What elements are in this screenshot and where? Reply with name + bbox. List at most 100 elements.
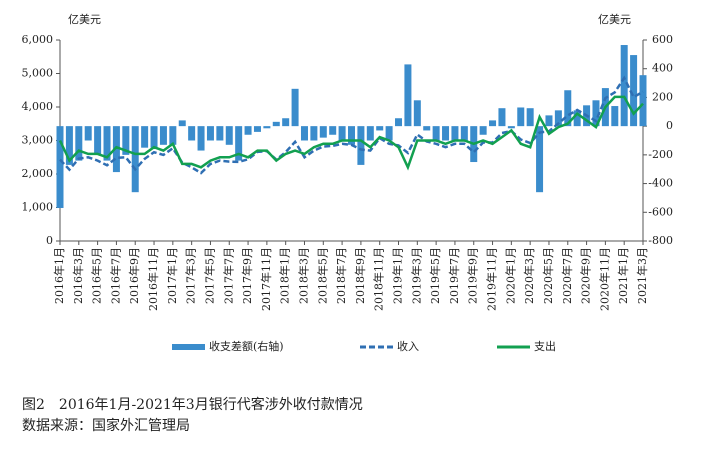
y2-tick-label: 600 bbox=[652, 33, 673, 46]
line bbox=[58, 95, 644, 171]
bar bbox=[122, 126, 130, 155]
bar bbox=[526, 108, 534, 127]
bar bbox=[159, 126, 167, 145]
bar bbox=[517, 107, 525, 127]
x-tick-label: 2019年1月 bbox=[391, 247, 405, 304]
x-tick-label: 2018年3月 bbox=[296, 247, 310, 304]
x-tick-label: 2017年9月 bbox=[240, 247, 254, 304]
x-tick-label: 2016年7月 bbox=[108, 247, 122, 304]
bar bbox=[56, 126, 64, 208]
x-tick-label: 2018年7月 bbox=[334, 247, 348, 304]
bar bbox=[536, 126, 544, 193]
bar bbox=[329, 126, 337, 135]
x-tick-label: 2019年7月 bbox=[447, 247, 461, 304]
bar bbox=[291, 88, 299, 127]
x-tick-label: 2017年11月 bbox=[259, 247, 273, 311]
bar bbox=[564, 90, 572, 127]
bar bbox=[554, 110, 562, 127]
x-tick-label: 2020年11月 bbox=[597, 247, 611, 311]
x-tick-label: 2018年5月 bbox=[315, 247, 329, 304]
bar bbox=[498, 108, 506, 127]
x-tick-label: 2016年11月 bbox=[146, 247, 160, 311]
x-tick-label: 2020年9月 bbox=[579, 247, 593, 304]
legend-swatch bbox=[172, 344, 205, 350]
x-tick-label: 2020年3月 bbox=[522, 247, 536, 304]
bar bbox=[131, 126, 139, 193]
x-tick-label: 2020年5月 bbox=[541, 247, 555, 304]
bar bbox=[244, 126, 252, 135]
bar bbox=[395, 118, 403, 127]
y2-tick-label: 0 bbox=[666, 119, 673, 132]
x-tick-label: 2019年5月 bbox=[428, 247, 442, 304]
bar bbox=[348, 126, 355, 145]
x-tick-label: 2020年7月 bbox=[560, 247, 574, 304]
y2-tick-label: -800 bbox=[648, 234, 673, 247]
bar bbox=[357, 126, 365, 165]
y2-tick-label: 200 bbox=[652, 90, 673, 103]
bar bbox=[253, 126, 261, 132]
bar bbox=[65, 126, 73, 165]
y-tick-label: 5,000 bbox=[22, 67, 54, 80]
bar bbox=[112, 126, 120, 173]
y2-tick-label: -400 bbox=[648, 177, 673, 190]
x-tick-label: 2021年1月 bbox=[616, 247, 630, 304]
y2-tick-label: -200 bbox=[648, 148, 673, 161]
y-tick-label: 2,000 bbox=[22, 167, 54, 180]
legend-label: 收入 bbox=[397, 339, 419, 353]
x-tick-label: 2016年1月 bbox=[52, 247, 66, 304]
y2-tick-label: 400 bbox=[652, 62, 673, 75]
bar bbox=[300, 126, 308, 141]
income-line bbox=[59, 75, 644, 175]
legend-label: 收支差额(右轴) bbox=[209, 339, 284, 353]
y-tick-label: 1,000 bbox=[22, 201, 54, 214]
bar bbox=[94, 126, 102, 155]
bar bbox=[225, 126, 233, 145]
bar bbox=[338, 126, 346, 141]
y-tick-label: 4,000 bbox=[22, 100, 54, 113]
bar bbox=[103, 126, 111, 161]
x-tick-label: 2020年1月 bbox=[503, 247, 517, 304]
bar bbox=[507, 126, 515, 129]
source: 数据来源：国家外汇管理局 bbox=[22, 417, 190, 434]
y-tick-label: 3,000 bbox=[22, 134, 54, 147]
bar bbox=[620, 45, 628, 127]
bar bbox=[319, 126, 327, 138]
bar bbox=[188, 126, 196, 141]
bar bbox=[169, 126, 177, 145]
chart-title: 图2 2016年1月-2021年3月银行代客涉外收付款情况 bbox=[22, 396, 363, 413]
bar bbox=[442, 126, 450, 141]
y-tick-label: 0 bbox=[46, 234, 53, 247]
bar bbox=[197, 126, 205, 151]
bar bbox=[178, 120, 186, 127]
bar bbox=[451, 126, 459, 141]
bar bbox=[573, 110, 581, 127]
bar bbox=[216, 126, 224, 141]
bar bbox=[639, 75, 647, 127]
bar bbox=[376, 126, 384, 131]
bar bbox=[423, 126, 431, 131]
bar bbox=[263, 126, 271, 129]
bar bbox=[206, 126, 214, 141]
bar bbox=[141, 126, 149, 148]
bar bbox=[84, 126, 92, 141]
x-tick-label: 2019年11月 bbox=[485, 247, 499, 311]
x-tick-label: 2017年3月 bbox=[184, 247, 198, 304]
bar bbox=[592, 100, 600, 127]
x-tick-label: 2018年1月 bbox=[278, 247, 292, 304]
bar bbox=[272, 121, 280, 127]
x-tick-label: 2021年3月 bbox=[635, 247, 649, 304]
x-tick-label: 2017年1月 bbox=[165, 247, 179, 304]
bar bbox=[413, 100, 421, 127]
bar bbox=[460, 126, 468, 141]
x-tick-label: 2017年5月 bbox=[202, 247, 216, 304]
bar bbox=[545, 115, 553, 127]
y2-unit: 亿美元 bbox=[598, 13, 631, 26]
bar bbox=[385, 126, 393, 141]
y2-tick-label: -600 bbox=[648, 205, 673, 218]
bar bbox=[611, 106, 619, 127]
x-tick-label: 2017年7月 bbox=[221, 247, 235, 304]
bar bbox=[235, 126, 243, 161]
x-tick-label: 2019年3月 bbox=[409, 247, 423, 304]
y-unit: 亿美元 bbox=[68, 13, 101, 26]
bar bbox=[150, 126, 158, 148]
